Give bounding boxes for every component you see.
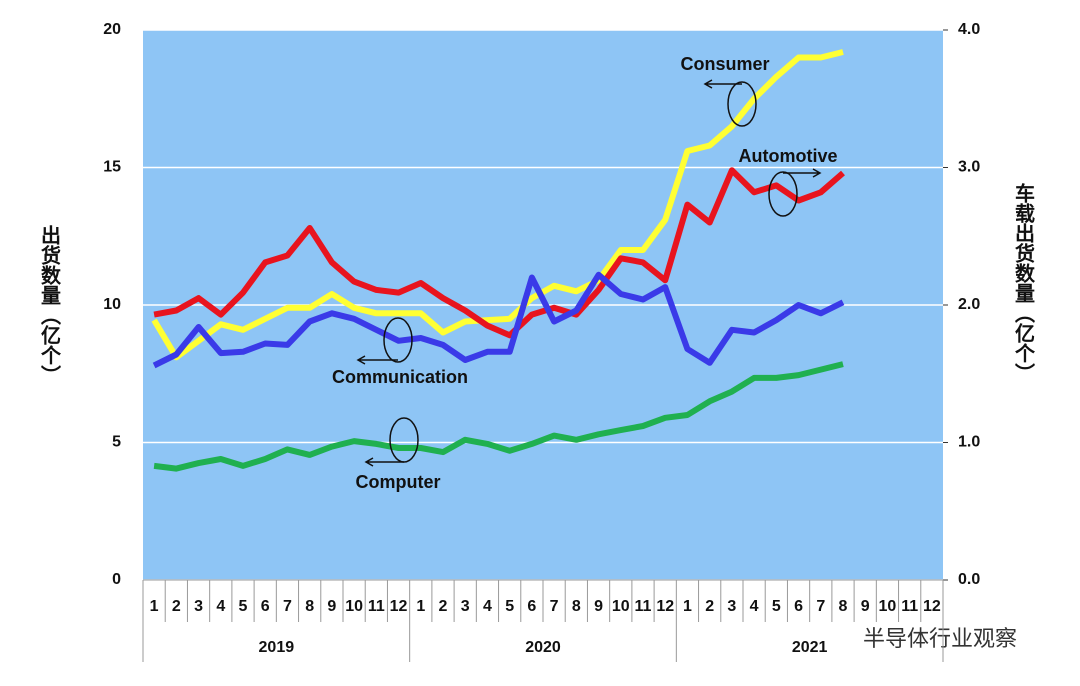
y2-tick-label: 1.0 xyxy=(958,434,980,451)
x-tick-label: 7 xyxy=(550,598,559,615)
x-tick-label: 6 xyxy=(527,598,536,615)
watermark: 半导体行业观察 xyxy=(863,627,1017,652)
x-tick-label: 7 xyxy=(283,598,292,615)
x-tick-label: 3 xyxy=(461,598,470,615)
x-tick-label: 10 xyxy=(345,598,363,615)
x-tick-label: 11 xyxy=(368,598,385,615)
x-tick-label: 7 xyxy=(816,598,825,615)
y2-tick-label: 4.0 xyxy=(958,21,980,38)
series-line xyxy=(151,49,844,361)
x-tick-label: 8 xyxy=(839,598,848,615)
x-tick-label: 12 xyxy=(390,598,408,615)
series-line xyxy=(152,271,845,369)
annotation-shapes xyxy=(356,79,822,467)
x-tick-label: 1 xyxy=(683,598,692,615)
y-axis-label: 出货数量（亿个） xyxy=(38,225,62,385)
series-label: Automotive xyxy=(739,146,838,166)
y2-axis-label: 车载出货数量（亿个） xyxy=(1012,182,1036,383)
x-tick-label: 8 xyxy=(305,598,314,615)
x-tick-label: 10 xyxy=(612,598,630,615)
series-label: Communication xyxy=(332,367,468,387)
x-tick-label: 9 xyxy=(594,598,603,615)
x-tick-label: 2 xyxy=(439,598,448,615)
x-tick-label: 1 xyxy=(150,598,159,615)
series-line xyxy=(153,361,844,472)
x-tick-label: 12 xyxy=(656,598,674,615)
year-label: 2019 xyxy=(259,639,295,656)
y-tick-label: 5 xyxy=(112,434,121,451)
y-tick-label: 20 xyxy=(103,21,121,38)
series-label: Computer xyxy=(356,472,441,492)
x-tick-label: 6 xyxy=(794,598,803,615)
y-tick-label: 10 xyxy=(103,296,121,313)
x-tick-label: 5 xyxy=(505,598,514,615)
x-tick-label: 4 xyxy=(750,598,759,615)
series-line xyxy=(153,167,845,339)
x-tick-label: 5 xyxy=(772,598,781,615)
x-tick-label: 1 xyxy=(416,598,425,615)
x-tick-label: 3 xyxy=(727,598,736,615)
x-tick-label: 9 xyxy=(327,598,336,615)
x-tick-label: 2 xyxy=(172,598,181,615)
x-tick-label: 4 xyxy=(216,598,225,615)
x-tick-label: 12 xyxy=(923,598,941,615)
x-tick-label: 2 xyxy=(705,598,714,615)
x-tick-label: 8 xyxy=(572,598,581,615)
x-tick-label: 6 xyxy=(261,598,270,615)
x-tick-label: 10 xyxy=(879,598,897,615)
x-tick-label: 9 xyxy=(861,598,870,615)
x-tick-label: 4 xyxy=(483,598,492,615)
x-tick-label: 11 xyxy=(901,598,918,615)
x-tick-label: 11 xyxy=(635,598,652,615)
y2-tick-label: 3.0 xyxy=(958,159,980,176)
y-tick-label: 0 xyxy=(112,571,121,588)
y2-tick-label: 2.0 xyxy=(958,296,980,313)
year-label: 2021 xyxy=(792,639,828,656)
x-tick-label: 3 xyxy=(194,598,203,615)
y2-tick-label: 0.0 xyxy=(958,571,980,588)
year-label: 2020 xyxy=(525,639,561,656)
y-tick-label: 15 xyxy=(103,159,121,176)
series-label: Consumer xyxy=(680,54,769,74)
x-tick-label: 5 xyxy=(239,598,248,615)
